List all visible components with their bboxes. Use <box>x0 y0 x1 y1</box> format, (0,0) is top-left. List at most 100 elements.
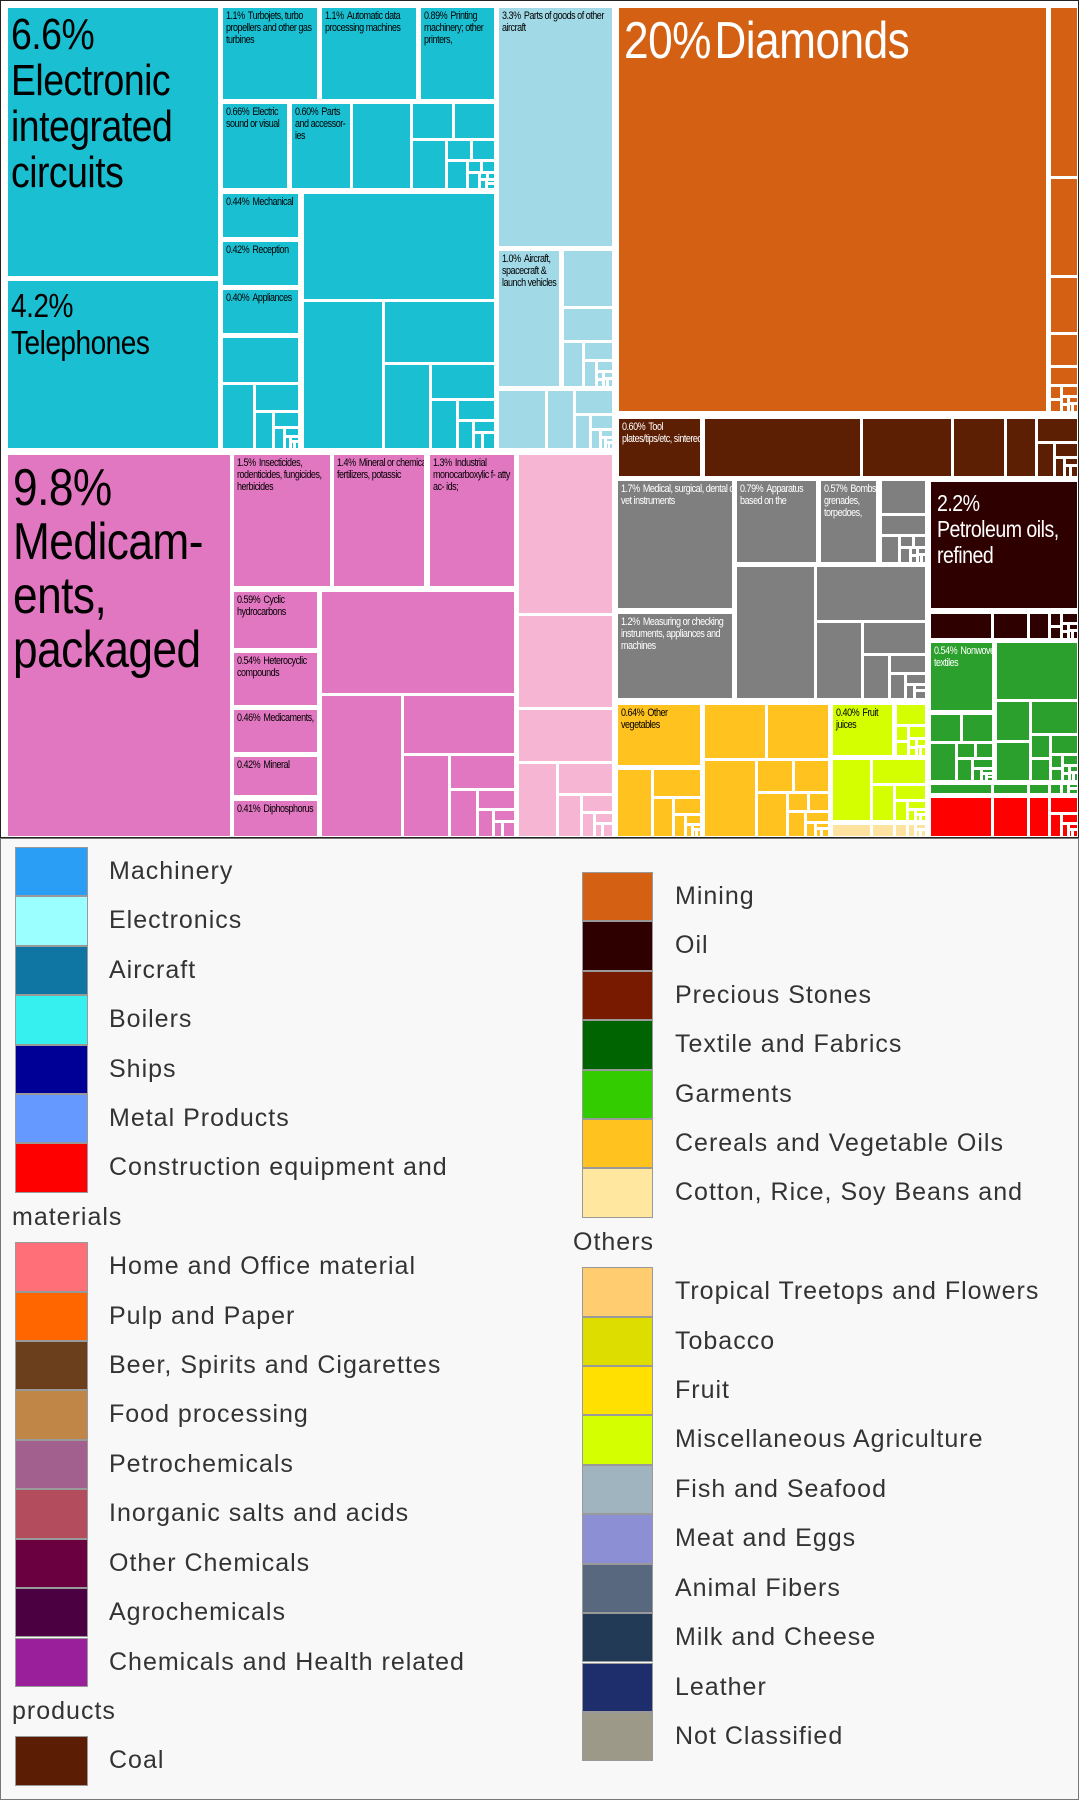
legend-item: Precious Stones <box>573 970 1073 1021</box>
treemap-cell <box>908 824 914 836</box>
treemap-cell <box>487 180 494 182</box>
treemap-cell <box>809 793 828 810</box>
legend-label: Tobacco <box>675 1326 776 1355</box>
treemap-cell <box>558 763 612 793</box>
legend-label: Meat and Eggs <box>675 1524 857 1553</box>
treemap-cell <box>431 400 456 448</box>
treemap-cell <box>454 103 494 138</box>
cell-share: 0.59% <box>236 593 261 606</box>
legend-item: Chemicals and Health related products <box>12 1637 507 1737</box>
treemap-cell <box>1070 773 1072 780</box>
treemap-cell <box>591 415 612 428</box>
treemap-cell <box>881 480 925 513</box>
treemap-cell <box>1069 830 1071 836</box>
treemap-cell-label: 0.79% Apparatus based on the <box>740 483 816 507</box>
legend-swatch <box>15 1736 88 1786</box>
treemap-cell <box>285 428 298 435</box>
treemap-cell <box>674 798 700 813</box>
treemap-cell <box>863 622 925 653</box>
cell-share: 1.5% <box>236 456 256 469</box>
cell-share: 1.4% <box>336 456 356 469</box>
treemap-cell <box>909 739 915 746</box>
treemap-cell <box>384 364 429 448</box>
treemap-cell <box>1050 367 1077 384</box>
legend-label: Petrochemicals <box>109 1449 294 1478</box>
legend-swatch <box>15 1044 88 1095</box>
treemap-cell <box>1062 397 1067 403</box>
treemap-cell <box>601 438 604 448</box>
legend-swatch <box>582 1366 653 1416</box>
cell-label: Turbojets, turbo propellers and other ga… <box>225 9 312 46</box>
treemap-cell <box>431 364 494 398</box>
legend-swatch <box>582 1662 653 1712</box>
legend-item: Machinery <box>12 847 507 897</box>
legend-swatch <box>15 1291 88 1342</box>
legend-item: Mining <box>573 872 1073 922</box>
legend-column-right: Mining Oil Precious Stones Textile and Fabr… <box>573 839 1073 1762</box>
treemap-cell <box>816 566 925 620</box>
legend-label: Boilers <box>109 1005 193 1034</box>
legend: Machinery Electronics Aircraft Boilers Ships… <box>0 838 1079 1800</box>
treemap-cell <box>911 556 916 562</box>
treemap-cell <box>914 536 925 546</box>
treemap-cell <box>906 685 913 698</box>
legend-item: Aircraft <box>12 945 507 996</box>
legend-swatch <box>582 1316 653 1367</box>
legend-label: Pulp and Paper <box>109 1301 296 1330</box>
treemap-cell-label: 6.6% Electronic integrated circuits <box>10 11 218 197</box>
treemap-cell <box>794 760 828 791</box>
treemap-cell-label: 1.3% Industrial monocarboxylic f- atty ac… <box>433 457 514 493</box>
legend-swatch <box>15 1390 88 1440</box>
treemap-cell <box>563 308 612 340</box>
treemap-cell <box>547 390 573 448</box>
cell-label: Electronic integrated circuits <box>10 55 173 197</box>
treemap-cell <box>973 759 992 767</box>
treemap-cell <box>483 433 494 448</box>
treemap-cell <box>1063 774 1068 780</box>
treemap-cell <box>1065 458 1077 464</box>
legend-label: Cotton, Rice, Soy Beans and Others <box>573 1178 1024 1256</box>
cell-label: Parts of goods of other aircraft <box>501 9 604 34</box>
legend-item: Miscellaneous Agriculture <box>573 1415 1073 1465</box>
treemap-cell <box>447 161 466 188</box>
treemap-cell <box>518 454 612 613</box>
treemap-cell <box>1050 334 1077 365</box>
treemap-cell <box>921 830 925 836</box>
treemap-cell <box>895 801 906 820</box>
legend-swatch <box>15 945 88 996</box>
treemap-cell <box>482 161 494 171</box>
treemap-cell <box>908 801 925 808</box>
legend-item: Other Chemicals <box>12 1538 507 1589</box>
treemap-cell-label: 3.3% Parts of goods of other aircraft <box>502 10 612 34</box>
cell-label: Medical, surgical, dental or vet instrum… <box>620 482 732 507</box>
legend-swatch <box>582 1267 653 1317</box>
legend-label: Ships <box>109 1054 177 1083</box>
treemap-cell <box>1029 613 1048 638</box>
legend-item: Leather <box>573 1662 1073 1712</box>
legend-item: Agrochemicals <box>12 1588 507 1638</box>
treemap-cell <box>1050 613 1060 625</box>
cell-label: Automatic data processing machines <box>324 9 401 34</box>
treemap-cell <box>1062 632 1067 638</box>
treemap-cell <box>563 342 582 386</box>
legend-label: Cereals and Vegetable Oils <box>675 1129 1004 1158</box>
legend-swatch <box>15 847 88 897</box>
cell-label: Printing machinery; other printers, <box>423 9 484 46</box>
treemap-cell <box>918 548 925 553</box>
treemap-cell <box>1062 824 1067 836</box>
legend-swatch <box>15 1489 88 1539</box>
legend-item: Home and Office material <box>12 1242 507 1292</box>
treemap-cell <box>872 824 893 836</box>
treemap-cell-label: 1.1% Turbojets, turbo propellers and othe… <box>226 10 317 46</box>
treemap-cell <box>1069 397 1077 402</box>
legend-item: Garments <box>573 1069 1073 1120</box>
treemap-cell <box>1073 404 1077 411</box>
treemap-cell: 6.6% Electronic integrated circuits <box>7 7 218 276</box>
treemap-cell <box>474 433 481 448</box>
treemap-cell <box>295 442 298 448</box>
treemap-cell-label: 0.46% Medicaments, <box>237 712 317 724</box>
treemap-cell: 0.40% Fruit juices <box>832 704 892 755</box>
treemap-cell <box>1071 466 1077 476</box>
legend-swatch <box>582 1415 653 1465</box>
treemap-cell <box>872 759 925 783</box>
